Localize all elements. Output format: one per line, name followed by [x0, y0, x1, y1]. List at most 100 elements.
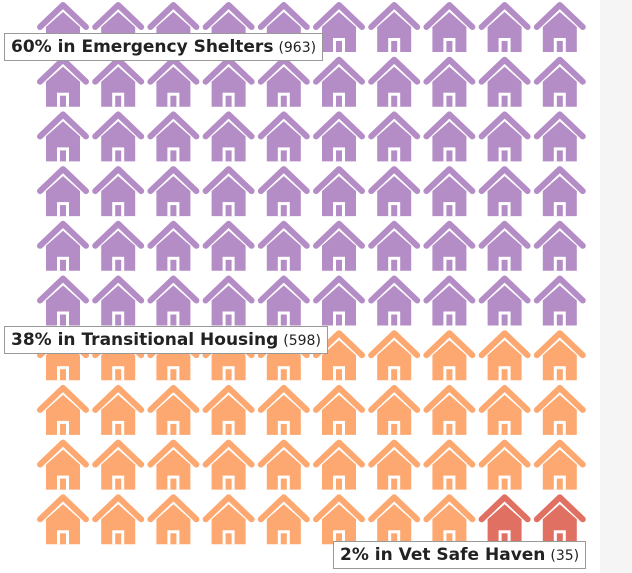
- body: [211, 176, 246, 217]
- house-icon: [37, 111, 89, 162]
- door-inner: [391, 314, 398, 326]
- roof: [313, 494, 365, 523]
- roof: [423, 330, 476, 359]
- door-inner: [170, 314, 177, 326]
- house-icon: [313, 439, 365, 490]
- door-inner: [391, 205, 398, 217]
- house-icon: [533, 330, 586, 381]
- house-icon: [313, 56, 365, 107]
- body: [322, 340, 356, 381]
- body: [377, 12, 412, 52]
- house-icon: [478, 439, 531, 490]
- body: [322, 449, 356, 490]
- body: [101, 449, 136, 490]
- roof: [37, 2, 89, 30]
- door-inner: [115, 533, 122, 545]
- roof: [533, 330, 586, 359]
- house-icon: [147, 439, 200, 490]
- door-inner: [225, 95, 232, 107]
- roof: [423, 111, 476, 140]
- door-inner: [170, 533, 177, 545]
- door-inner: [115, 423, 122, 435]
- body: [542, 340, 577, 381]
- body: [542, 176, 577, 217]
- house-icon: [202, 384, 255, 435]
- house-icon: [257, 111, 310, 162]
- roof: [423, 439, 476, 468]
- roof: [147, 384, 200, 413]
- house-icon: [92, 166, 145, 217]
- house-icon: [368, 330, 421, 381]
- roof: [313, 384, 365, 413]
- body: [101, 504, 136, 545]
- door-inner: [225, 478, 232, 490]
- house-icon: [202, 166, 255, 217]
- body: [542, 504, 577, 545]
- roof: [478, 220, 531, 249]
- body: [211, 504, 246, 545]
- body: [542, 12, 577, 52]
- house-icon: [533, 56, 586, 107]
- roof: [368, 275, 421, 304]
- roof: [92, 384, 145, 413]
- door-inner: [115, 314, 122, 326]
- house-icon: [368, 384, 421, 435]
- body: [542, 121, 577, 162]
- house-icon: [313, 494, 365, 545]
- roof: [313, 439, 365, 468]
- roof: [478, 111, 531, 140]
- roof: [533, 384, 586, 413]
- roof: [533, 275, 586, 304]
- roof: [202, 111, 255, 140]
- door-inner: [115, 150, 122, 162]
- roof: [37, 439, 89, 468]
- door-inner: [446, 205, 453, 217]
- door-inner: [60, 259, 66, 271]
- body: [46, 230, 80, 271]
- house-icon: [478, 166, 531, 217]
- roof: [533, 166, 586, 195]
- house-icon: [257, 494, 310, 545]
- door-inner: [60, 478, 66, 490]
- roof: [533, 56, 586, 85]
- roof: [202, 494, 255, 523]
- roof: [202, 166, 255, 195]
- body: [487, 230, 522, 271]
- body: [211, 285, 246, 326]
- body: [211, 230, 246, 271]
- house-icon: [37, 494, 89, 545]
- series-label: 2% in Vet Safe Haven (35): [333, 541, 587, 569]
- roof: [202, 2, 255, 30]
- house-icon: [478, 275, 531, 326]
- body: [542, 449, 577, 490]
- door-inner: [501, 369, 508, 381]
- door-inner: [336, 478, 342, 490]
- body: [266, 176, 301, 217]
- door-inner: [556, 95, 563, 107]
- house-icon: [202, 220, 255, 271]
- door-inner: [336, 533, 342, 545]
- body: [487, 121, 522, 162]
- house-icon: [478, 494, 531, 545]
- house-icon: [257, 384, 310, 435]
- roof: [368, 494, 421, 523]
- body: [322, 394, 356, 435]
- roof: [313, 275, 365, 304]
- body: [266, 285, 301, 326]
- door-inner: [501, 423, 508, 435]
- house-icon: [313, 111, 365, 162]
- door-inner: [280, 95, 287, 107]
- house-icon: [92, 384, 145, 435]
- house-icon: [423, 384, 476, 435]
- door-inner: [446, 423, 453, 435]
- house-icon: [533, 166, 586, 217]
- body: [156, 394, 191, 435]
- door-inner: [60, 205, 66, 217]
- body: [101, 66, 136, 107]
- door-inner: [501, 478, 508, 490]
- roof: [423, 166, 476, 195]
- house-icon: [257, 275, 310, 326]
- roof: [423, 494, 476, 523]
- roof: [313, 56, 365, 85]
- door-inner: [115, 259, 122, 271]
